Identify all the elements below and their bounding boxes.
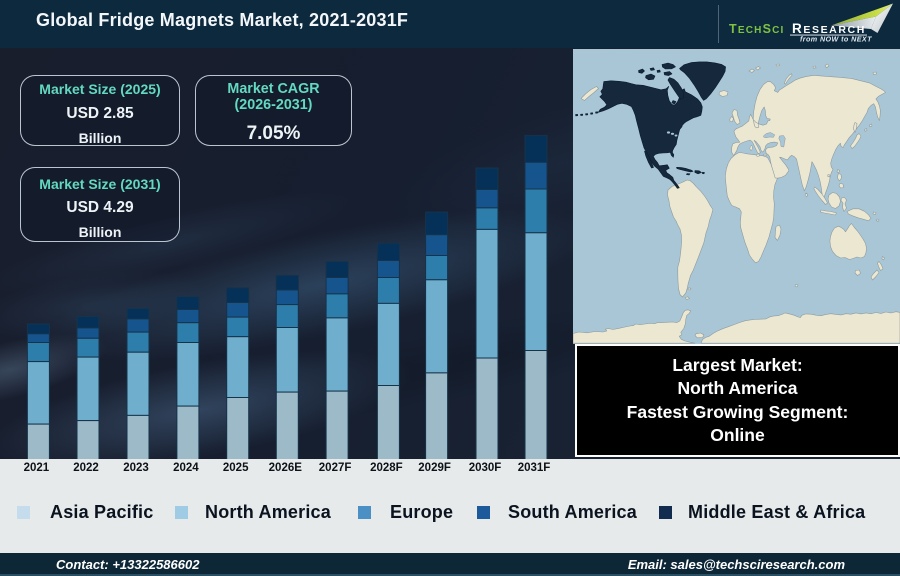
svg-text:from NOW to NEXT: from NOW to NEXT — [800, 34, 872, 43]
svg-text:TECHSCI: TECHSCI — [729, 22, 785, 36]
svg-text:RESEARCH: RESEARCH — [792, 21, 866, 36]
